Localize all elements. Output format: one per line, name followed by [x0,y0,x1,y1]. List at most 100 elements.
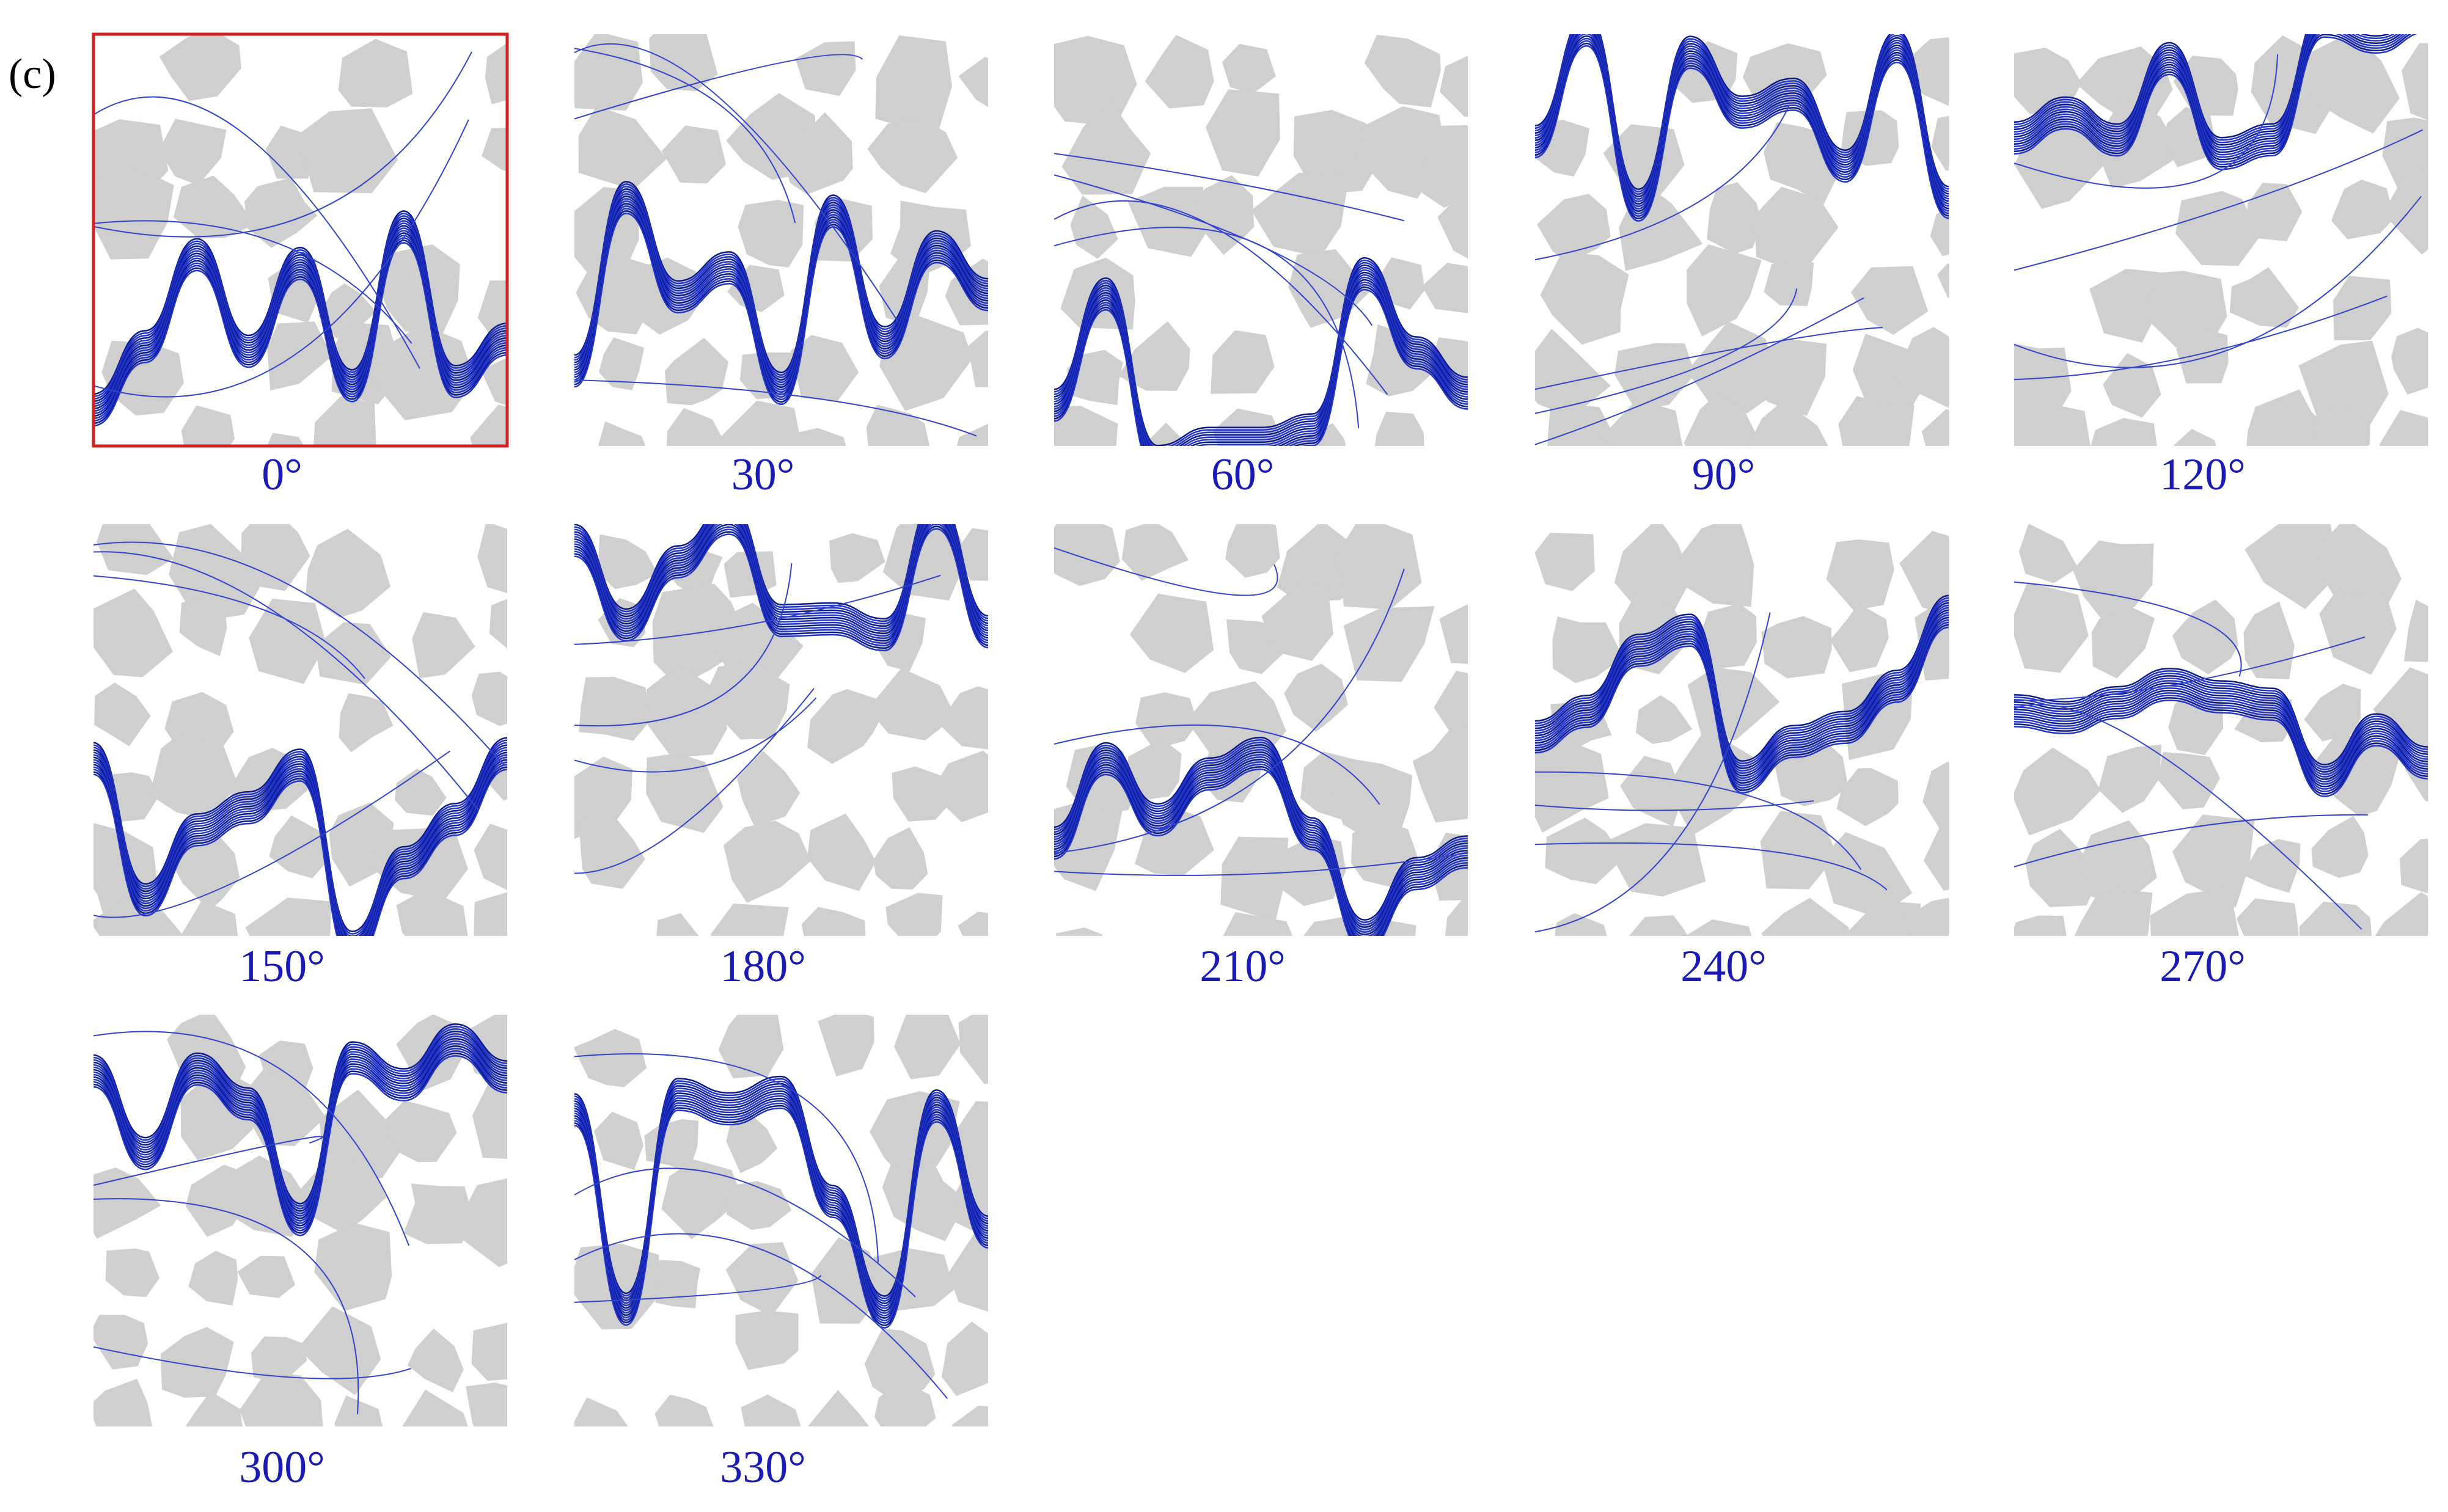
grain [574,34,643,111]
streamline [2014,692,2428,790]
streamline [574,379,977,437]
grain [2391,327,2428,395]
streamline [1054,266,1468,446]
streamline [93,1053,507,1234]
grain [1193,175,1255,255]
grain [93,891,184,936]
streamline [574,528,988,652]
streamline [93,744,507,936]
streamline [574,524,988,632]
grain [1535,532,1595,591]
grain [1225,524,1280,578]
grain [378,244,460,335]
grain [2373,667,2428,756]
grain [737,751,801,828]
streamline [1054,741,1468,926]
streamline [574,213,988,405]
streamline [1535,619,1949,786]
grain [935,750,988,822]
streamline [1054,761,1468,936]
grain [249,599,326,684]
grain [2025,828,2094,907]
streamline [2014,34,2405,163]
grain [477,524,507,593]
streamline [93,754,507,936]
grain [593,1111,643,1171]
grain [1121,524,1189,581]
grain [1684,393,1757,446]
grain [2315,731,2403,816]
streamline [93,1346,411,1379]
grain [718,1015,784,1079]
grain [1261,584,1334,661]
grain [741,1394,801,1426]
streamline [93,769,507,936]
grain [661,1160,742,1240]
grain [726,1111,778,1174]
streamline [2014,670,2428,768]
streamline [1054,283,1468,446]
grain [879,315,973,411]
angle-label: 120° [2160,450,2246,500]
streamline [2014,636,2366,701]
grain [716,400,802,446]
grain [1906,897,1949,936]
streamline [2014,668,2428,765]
streamline [1535,800,1814,811]
grain [1922,761,1949,833]
grain [1685,919,1752,936]
flow-panel [1535,34,1949,446]
grain [2331,179,2394,239]
grain [868,668,956,740]
flow-panel [1054,34,1468,446]
grain [2245,524,2340,609]
grain [339,693,394,753]
grain [1222,43,1276,94]
grain [1554,913,1607,936]
streamline [1535,626,1949,794]
grain [1635,695,1693,744]
grain [384,1100,457,1163]
grain [1894,327,1949,408]
flow-panel [2014,34,2428,446]
streamline [1054,763,1468,936]
grain [1547,403,1619,446]
grain [97,524,174,575]
grain [1629,915,1688,936]
grain [578,106,667,190]
streamline [2014,54,2279,189]
streamline [2014,34,2307,141]
grain [93,1167,161,1239]
grain [958,1015,988,1084]
grain [1135,807,1214,876]
grain [1707,182,1762,254]
grain [1055,927,1103,936]
streamline [93,242,507,427]
grain [1439,604,1468,664]
streamline [2014,34,2402,161]
grain [1743,338,1827,416]
grain [240,1370,323,1426]
grain [2311,816,2369,878]
streamline [1054,227,1360,428]
grain [807,688,889,764]
streamline [574,1107,988,1329]
streamline [574,524,988,630]
streamline [2014,697,2428,795]
grain [1336,524,1422,610]
angle-label: 210° [1200,941,1286,992]
grain [334,1395,383,1426]
grain [2242,839,2301,893]
grain [866,404,930,446]
streamline [93,747,507,936]
streamline [1054,765,1468,936]
streamline [2014,195,2422,368]
grain [829,533,885,583]
grain [159,34,241,101]
streamline [2014,129,2424,271]
grain [725,1242,799,1317]
grain [396,889,468,936]
streamline [2014,704,2362,930]
streamline [1054,751,1468,935]
grain [1303,916,1349,936]
